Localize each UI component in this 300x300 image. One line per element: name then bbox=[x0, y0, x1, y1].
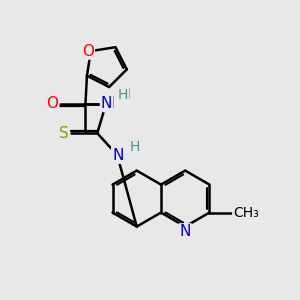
Text: N: N bbox=[112, 148, 124, 163]
Text: CH₃: CH₃ bbox=[233, 206, 259, 220]
Text: S: S bbox=[59, 126, 69, 141]
Text: N: N bbox=[104, 96, 115, 111]
Text: H: H bbox=[118, 88, 128, 102]
Text: H: H bbox=[121, 87, 131, 101]
Text: H: H bbox=[129, 140, 140, 154]
Text: O: O bbox=[46, 96, 58, 111]
Text: N: N bbox=[101, 96, 112, 111]
Text: N: N bbox=[179, 224, 191, 239]
Text: O: O bbox=[82, 44, 94, 59]
